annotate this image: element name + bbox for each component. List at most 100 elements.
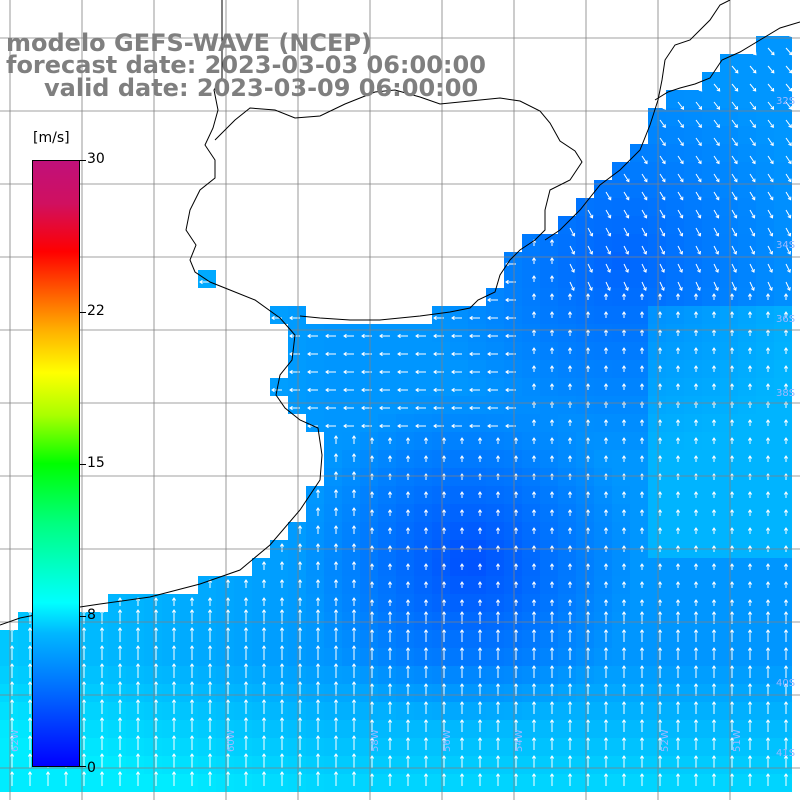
wind-arrow bbox=[351, 717, 357, 732]
wind-speed-cell bbox=[756, 216, 774, 234]
wind-arrow bbox=[459, 437, 465, 444]
wind-speed-cell bbox=[576, 468, 594, 486]
wind-speed-cell bbox=[702, 396, 720, 414]
wind-arrow bbox=[469, 369, 480, 375]
wind-speed-cell bbox=[630, 414, 648, 432]
wind-arrow bbox=[783, 755, 789, 768]
wind-arrow bbox=[279, 579, 285, 588]
wind-arrow bbox=[315, 681, 321, 696]
wind-arrow bbox=[9, 681, 15, 696]
wind-arrow bbox=[333, 717, 339, 732]
wind-speed-cell bbox=[144, 702, 162, 720]
wind-speed-cell bbox=[306, 396, 324, 414]
wind-speed-cell bbox=[558, 450, 576, 468]
wind-arrow bbox=[207, 753, 213, 768]
wind-speed-cell bbox=[612, 414, 630, 432]
wind-arrow bbox=[495, 437, 501, 444]
wind-speed-cell bbox=[360, 468, 378, 486]
wind-speed-cell bbox=[504, 630, 522, 648]
wind-arrow bbox=[783, 563, 789, 570]
wind-speed-cell bbox=[396, 432, 414, 450]
wind-arrow bbox=[379, 405, 390, 411]
wind-speed-cell bbox=[576, 738, 594, 756]
wind-speed-cell bbox=[756, 756, 774, 774]
wind-speed-cell bbox=[684, 594, 702, 612]
wind-arrow bbox=[765, 665, 771, 678]
wind-speed-cell bbox=[360, 666, 378, 684]
wind-speed-cell bbox=[540, 486, 558, 504]
wind-speed-cell bbox=[450, 594, 468, 612]
wind-speed-cell bbox=[378, 522, 396, 540]
wind-arrow bbox=[459, 455, 465, 462]
wind-speed-cell bbox=[486, 414, 504, 432]
wind-arrow bbox=[117, 681, 123, 696]
wind-arrow bbox=[603, 419, 609, 426]
wind-speed-cell bbox=[432, 612, 450, 630]
wind-arrow bbox=[549, 293, 555, 300]
wind-speed-cell bbox=[342, 504, 360, 522]
wind-arrow bbox=[495, 719, 501, 732]
wind-arrow bbox=[621, 665, 627, 678]
wind-speed-cell bbox=[594, 666, 612, 684]
wind-speed-cell bbox=[738, 414, 756, 432]
wind-speed-cell bbox=[594, 234, 612, 252]
wind-speed-cell bbox=[666, 378, 684, 396]
wind-arrow bbox=[695, 191, 702, 201]
wind-speed-cell bbox=[648, 450, 666, 468]
wind-arrow bbox=[451, 423, 462, 429]
wind-speed-cell bbox=[324, 396, 342, 414]
wind-speed-cell bbox=[558, 432, 576, 450]
wind-arrow bbox=[9, 735, 15, 750]
wind-speed-cell bbox=[54, 774, 72, 792]
wind-arrow bbox=[171, 627, 177, 642]
wind-speed-cell bbox=[198, 738, 216, 756]
wind-arrow bbox=[585, 509, 591, 516]
wind-arrow bbox=[549, 683, 555, 696]
wind-arrow bbox=[785, 281, 791, 291]
wind-speed-cell bbox=[396, 756, 414, 774]
wind-speed-cell bbox=[756, 720, 774, 738]
wind-arrow bbox=[441, 491, 447, 498]
wind-arrow bbox=[81, 645, 87, 660]
wind-arrow bbox=[675, 683, 681, 696]
wind-speed-cell bbox=[162, 630, 180, 648]
wind-speed-cell bbox=[540, 576, 558, 594]
wind-speed-cell bbox=[774, 288, 792, 306]
wind-arrow bbox=[81, 753, 87, 768]
wind-arrow bbox=[621, 701, 627, 714]
wind-arrow bbox=[387, 773, 393, 786]
wind-speed-cell bbox=[432, 666, 450, 684]
wind-speed-cell bbox=[738, 342, 756, 360]
wind-arrow bbox=[711, 719, 717, 732]
wind-speed-cell bbox=[558, 522, 576, 540]
wind-speed-cell bbox=[648, 756, 666, 774]
title-valid-date: valid date: 2023-03-09 06:00:00 bbox=[44, 74, 479, 102]
wind-speed-cell bbox=[504, 774, 522, 792]
wind-speed-cell bbox=[234, 756, 252, 774]
wind-arrow bbox=[731, 155, 738, 165]
wind-arrow bbox=[27, 771, 33, 786]
wind-speed-cell bbox=[522, 756, 540, 774]
wind-arrow bbox=[279, 525, 285, 534]
wind-speed-cell bbox=[324, 414, 342, 432]
wind-speed-cell bbox=[324, 378, 342, 396]
wind-speed-cell bbox=[702, 144, 720, 162]
wind-speed-cell bbox=[0, 720, 18, 738]
wind-arrow bbox=[585, 491, 591, 498]
wind-arrow bbox=[189, 597, 195, 606]
wind-arrow bbox=[603, 737, 609, 750]
wind-arrow bbox=[567, 599, 573, 606]
wind-arrow bbox=[567, 527, 573, 534]
wind-speed-cell bbox=[324, 486, 342, 504]
wind-arrow bbox=[307, 369, 318, 375]
wind-speed-cell bbox=[180, 630, 198, 648]
wind-arrow bbox=[9, 627, 15, 642]
wind-speed-cell bbox=[612, 468, 630, 486]
wind-speed-cell bbox=[576, 612, 594, 630]
wind-speed-cell bbox=[180, 594, 198, 612]
wind-speed-cell bbox=[198, 648, 216, 666]
wind-arrow bbox=[747, 647, 753, 660]
wind-speed-cell bbox=[414, 414, 432, 432]
wind-speed-cell bbox=[144, 648, 162, 666]
wind-speed-cell bbox=[774, 162, 792, 180]
